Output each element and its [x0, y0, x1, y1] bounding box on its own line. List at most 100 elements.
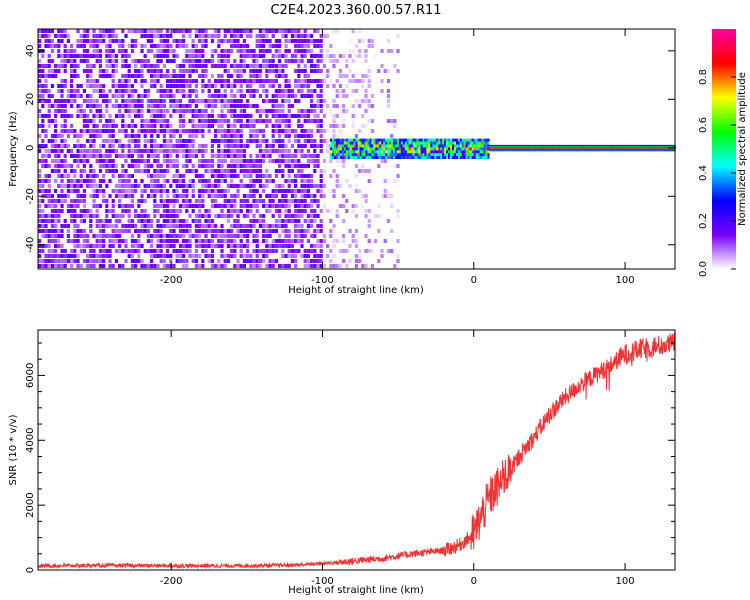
- spectrogram-cell: [188, 104, 192, 108]
- spectrogram-cell: [63, 49, 67, 53]
- spectrogram-cell: [89, 134, 93, 138]
- spectrogram-cell: [150, 179, 154, 183]
- spectrogram-cell: [281, 229, 285, 233]
- spectrogram-cell: [191, 124, 195, 128]
- spectrogram-cell: [217, 189, 221, 193]
- spectrogram-cell: [268, 224, 272, 228]
- spectrogram-cell: [102, 254, 106, 258]
- spectrogram-cell: [172, 179, 176, 183]
- spectrogram-cell: [169, 154, 173, 158]
- spectrogram-cell: [82, 244, 86, 248]
- spectrogram-cell: [265, 209, 269, 213]
- spectrogram-cell: [169, 254, 173, 258]
- spectrogram-cell: [44, 34, 48, 38]
- spectrogram-cell: [92, 99, 96, 103]
- spectrogram-cell: [220, 94, 224, 98]
- spectrogram-cell: [287, 179, 291, 183]
- spectrogram-signal-cell: [404, 156, 407, 159]
- spectrogram-cell: [262, 259, 266, 263]
- spectrogram-cell: [140, 159, 144, 163]
- spectrogram-cell: [105, 69, 109, 73]
- spectrogram-cell: [124, 244, 128, 248]
- spectrogram-cell: [70, 114, 74, 118]
- spectrogram-cell: [130, 44, 134, 48]
- spectrogram-signal-cell: [400, 138, 403, 142]
- spectrogram-cell: [162, 179, 166, 183]
- spectrogram-cell: [249, 124, 253, 128]
- spectrogram-cell: [38, 199, 42, 203]
- spectrogram-signal-cell: [377, 144, 380, 148]
- spectrogram-cell: [242, 104, 246, 108]
- spectrogram-cell: [230, 104, 234, 108]
- spectrogram-cell: [287, 79, 291, 83]
- spectrogram-cell: [223, 144, 227, 148]
- spectrogram-signal-cell: [357, 138, 360, 142]
- spectrogram-cell: [166, 44, 170, 48]
- spectrogram-cell: [217, 44, 221, 48]
- spectrogram-cell: [297, 189, 301, 193]
- spectrogram-cell: [220, 204, 224, 208]
- colorbar-tick-label: 0.8: [698, 69, 709, 85]
- spectrogram-cell: [287, 204, 291, 208]
- spectrogram-cell: [204, 64, 208, 68]
- spectrogram-cell: [223, 134, 227, 138]
- spectrogram-cell: [79, 229, 83, 233]
- spectrogram-signal-cell: [446, 156, 449, 159]
- spectrogram-cell: [79, 34, 83, 38]
- spectrogram-cell: [246, 114, 250, 118]
- spectrogram-cell: [137, 154, 141, 158]
- spectrogram-cell: [246, 214, 250, 218]
- spectrogram-cell: [310, 89, 314, 93]
- spectrogram-cell: [50, 44, 54, 48]
- spectrogram-signal-cell: [349, 138, 352, 142]
- spectrogram-cell: [370, 119, 374, 123]
- spectrogram-cell: [137, 259, 141, 263]
- spectrogram-cell: [284, 234, 288, 238]
- spectrogram-signal-cell: [461, 138, 464, 142]
- spectrogram-cell: [306, 149, 310, 153]
- spectrogram-cell: [162, 199, 166, 203]
- spectrogram-signal-cell: [459, 147, 462, 151]
- spectrogram-cell: [300, 124, 304, 128]
- spectrogram-cell: [191, 39, 195, 43]
- spectrogram-signal-cell: [402, 150, 405, 154]
- spectrogram-cell: [73, 224, 77, 228]
- spectrogram-cell: [130, 59, 134, 63]
- spectrogram-cell: [332, 114, 336, 118]
- spectrogram-cell: [252, 134, 256, 138]
- spectrogram-cell: [146, 164, 150, 168]
- spectrogram-cell: [70, 49, 74, 53]
- spectrogram-cell: [50, 239, 54, 243]
- spectrogram-cell: [108, 234, 112, 238]
- spectrogram-cell: [134, 29, 138, 33]
- spectrogram-cell: [214, 139, 218, 143]
- spectrogram-cell: [207, 34, 211, 38]
- spectrogram-cell: [233, 194, 237, 198]
- spectrogram-cell: [265, 244, 269, 248]
- spectrogram-cell: [239, 264, 243, 268]
- spectrogram-cell: [258, 29, 262, 33]
- spectrogram-cell: [294, 164, 298, 168]
- spectrogram-cell: [319, 219, 323, 223]
- spectrogram-cell: [185, 189, 189, 193]
- spectrogram-signal-cell: [393, 156, 396, 159]
- spectrogram-cell: [217, 244, 221, 248]
- spectrogram-cell: [38, 184, 42, 188]
- spectrogram-cell: [86, 59, 90, 63]
- spectrogram-cell: [201, 49, 205, 53]
- spectrogram-cell: [201, 74, 205, 78]
- spectrogram-cell: [47, 254, 51, 258]
- spectrogram-cell: [297, 49, 301, 53]
- spectrogram-cell: [146, 224, 150, 228]
- spectrogram-cell: [281, 204, 285, 208]
- spectrogram-cell: [102, 179, 106, 183]
- spectrogram-cell: [95, 99, 99, 103]
- spectrogram-cell: [310, 104, 314, 108]
- spectrogram-cell: [38, 39, 42, 43]
- spectrogram-cell: [111, 29, 115, 33]
- spectrogram-cell: [297, 79, 301, 83]
- spectrogram-cell: [63, 64, 67, 68]
- spectrogram-signal-cell: [442, 141, 445, 145]
- spectrogram-signal-cell: [477, 138, 480, 142]
- spectrogram-cell: [108, 44, 112, 48]
